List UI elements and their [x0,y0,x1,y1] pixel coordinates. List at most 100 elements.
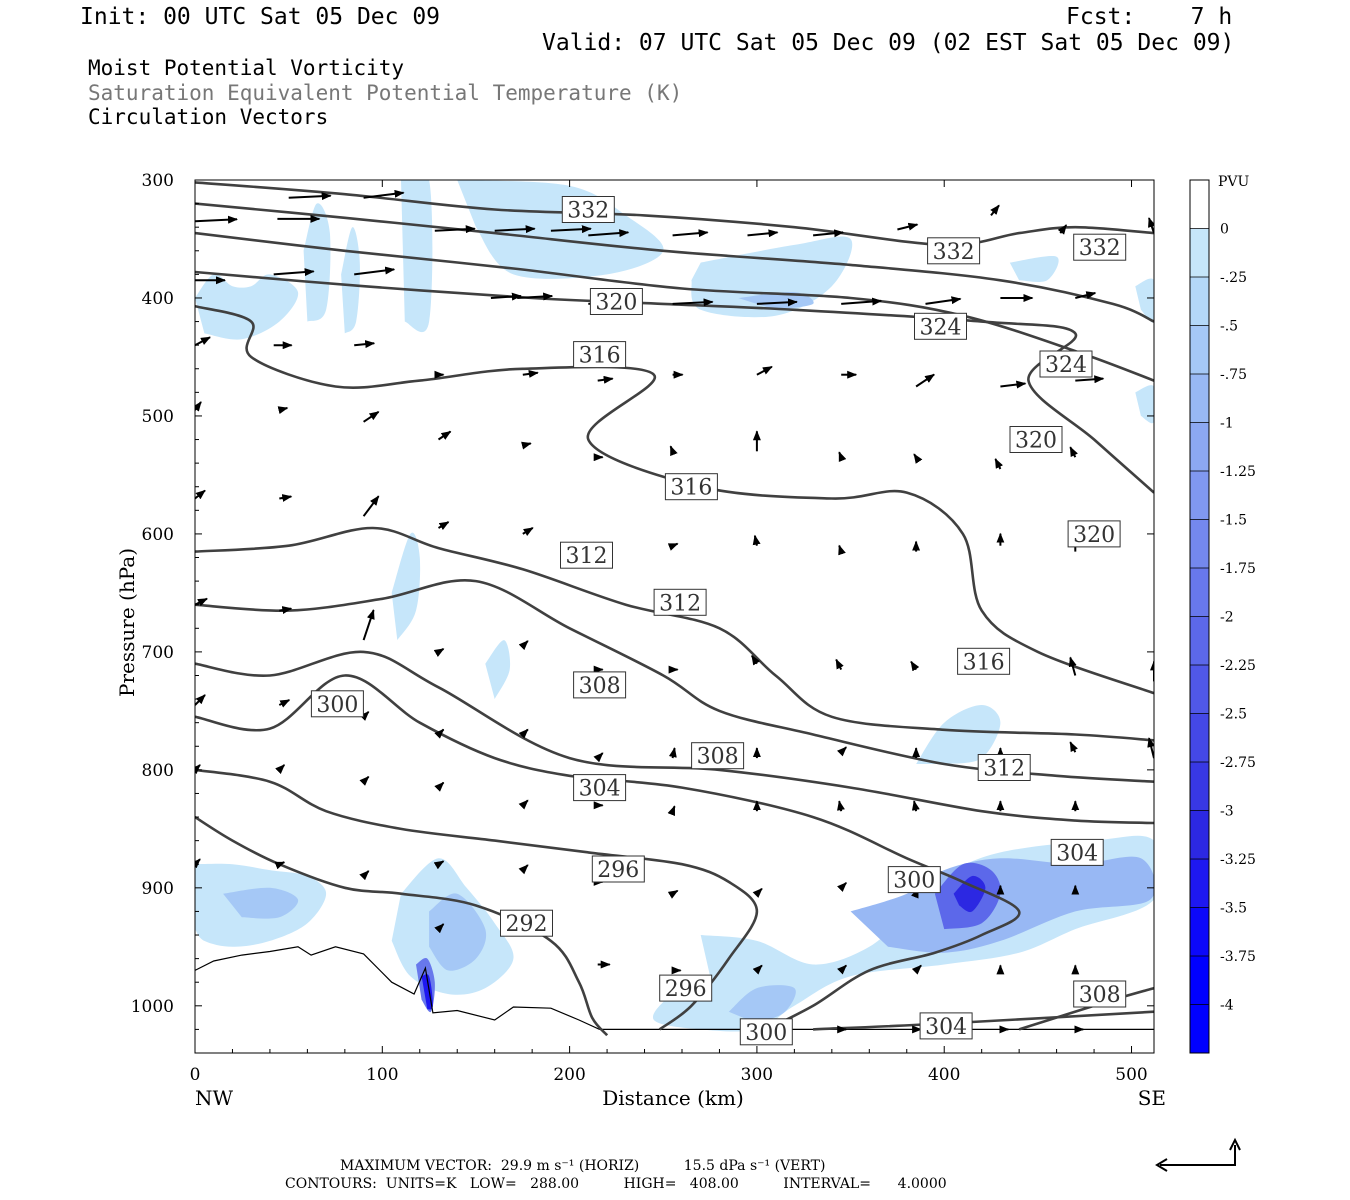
circulation-vector [279,606,293,615]
svg-text:324: 324 [1045,353,1087,378]
contour-label: 312 [977,754,1031,782]
x-end-label-left: NW [195,1086,234,1110]
circulation-vector [813,229,845,238]
y-tick-label: 500 [142,407,174,427]
circulation-vector [288,192,332,201]
circulation-vector [518,640,529,651]
circulation-vector [752,887,763,898]
colorbar-band [1190,568,1209,617]
contour-label: 304 [919,1012,973,1040]
init-time: Init: 00 UTC Sat 05 Dec 09 [80,4,441,30]
circulation-vector [1069,741,1078,753]
circulation-vector [362,609,375,641]
colorbar-label: -.5 [1220,319,1238,335]
pv-region [391,532,421,641]
circulation-vector [362,495,380,517]
colorbar-label: -3.75 [1220,949,1256,965]
x-axis-label: Distance (km) [602,1086,744,1110]
colorbar-band [1190,519,1209,569]
contour-316 [195,304,1154,695]
circulation-vector [434,225,476,234]
x-tick-label: 100 [366,1065,398,1085]
x-tick-label: 0 [190,1065,201,1085]
circulation-vector [433,860,445,870]
colorbar-title: PVU [1218,174,1250,190]
circulation-vector [518,864,529,875]
contour-label: 296 [591,855,645,883]
contour-label: 300 [739,1018,793,1046]
valid-time: Valid: 07 UTC Sat 05 Dec 09 (02 EST Sat … [542,30,1235,56]
circulation-vector [756,298,798,307]
circulation-vector [913,453,923,464]
x-tick-label: 300 [741,1065,773,1085]
circulation-vector [274,861,286,870]
plot-frame [194,179,1155,1054]
svg-text:316: 316 [670,476,712,501]
circulation-vector [195,858,201,869]
circulation-vector [195,215,238,224]
theta-es-contours [195,181,1154,1037]
circulation-vector [518,728,529,739]
axes: 300 400 500 600 700 800 900 1000 0 100 200 300 400 50… [115,171,1166,1110]
svg-text:296: 296 [665,977,707,1002]
circulation-vector [354,266,396,276]
svg-text:320: 320 [1073,523,1115,548]
contour-296 [195,768,759,1031]
circulation-vector [752,534,761,546]
circulation-vector [910,660,920,672]
svg-text:320: 320 [595,291,637,316]
colorbar-band [1190,907,1209,957]
contour-292 [195,815,609,1037]
contour-324 [195,231,1154,382]
circulation-vector [667,805,676,817]
contour-label: 308 [1073,980,1127,1008]
svg-text:316: 316 [963,650,1005,675]
circulation-vector [911,800,920,812]
circulation-vector [517,292,554,301]
contour-label: 316 [664,473,718,501]
colorbar-label: -2.75 [1220,755,1256,771]
svg-text:324: 324 [920,315,962,340]
circulation-vector [747,229,779,238]
circulation-vector [437,430,452,441]
colorbar-label: -.25 [1220,270,1247,286]
circulation-vector [278,699,291,708]
circulation-vector [925,296,962,305]
y-axis-label: Pressure (hPa) [115,548,139,697]
colorbar-label: -2 [1220,610,1234,626]
contour-304 [195,650,1154,825]
colorbar-band [1190,422,1209,472]
colorbar-label: -4 [1220,998,1234,1014]
contour-300 [195,674,1021,1031]
svg-text:308: 308 [697,745,739,770]
colorbar-band [1190,374,1209,423]
y-tick-label: 800 [142,761,174,781]
circulation-vector [1057,224,1068,235]
circulation-vector [838,451,847,463]
circulation-vector [837,882,847,892]
circulation-vector [672,298,714,307]
colorbar-band [1190,228,1209,278]
circulation-vector [195,694,206,706]
colorbar-band [1190,277,1209,326]
colorbar-label: -1.5 [1220,513,1247,529]
y-tick-label: 900 [142,879,174,899]
svg-text:332: 332 [933,240,975,265]
circulation-vector [1075,375,1105,384]
circulation-vector [915,373,935,388]
reference-vector-icon [1155,1137,1241,1172]
colorbar-band [1190,1004,1209,1054]
svg-text:304: 304 [1056,841,1098,866]
circulation-vector [522,527,534,536]
contour-label: 300 [310,690,364,718]
circulation-vector [751,654,761,666]
pv-shading [195,180,1154,1032]
circulation-vector [668,747,677,759]
circulation-vector [195,764,201,775]
circulation-vector [490,292,522,301]
contour-320 [195,270,1154,494]
colorbar-label: -1 [1220,416,1234,432]
field-title-thetaes: Saturation Equivalent Potential Temperat… [88,81,683,105]
contour-label: 316 [957,647,1011,675]
colorbar-band [1190,665,1209,714]
